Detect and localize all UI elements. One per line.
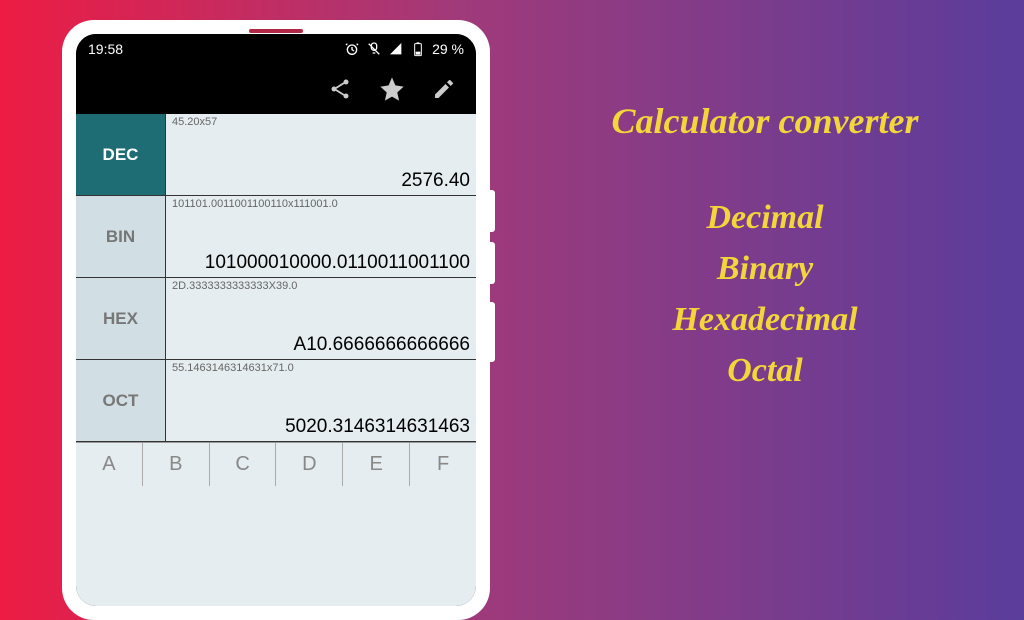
result-text: A10.6666666666666 bbox=[166, 294, 476, 359]
alarm-icon bbox=[344, 41, 360, 57]
promo-item: Octal bbox=[540, 345, 990, 396]
hex-keys-row: ABCDEF bbox=[76, 442, 476, 486]
converter-row: DEC45.20x572576.40 bbox=[76, 114, 476, 196]
phone-speaker bbox=[249, 29, 303, 33]
status-bar: 19:58 29 % bbox=[76, 34, 476, 64]
phone-side-button bbox=[490, 242, 495, 284]
converter-row: HEX2D.3333333333333X39.0A10.666666666666… bbox=[76, 278, 476, 360]
battery-icon bbox=[410, 41, 426, 57]
promo-item: Hexadecimal bbox=[540, 294, 990, 345]
base-label-bin[interactable]: BIN bbox=[76, 196, 166, 277]
status-time: 19:58 bbox=[88, 41, 123, 57]
base-label-oct[interactable]: OCT bbox=[76, 360, 166, 441]
expression-text: 45.20x57 bbox=[166, 114, 476, 130]
promo-text: Calculator converter DecimalBinaryHexade… bbox=[540, 100, 990, 396]
value-cell[interactable]: 2D.3333333333333X39.0A10.6666666666666 bbox=[166, 278, 476, 359]
phone-side-button bbox=[490, 190, 495, 232]
hex-key-b[interactable]: B bbox=[143, 443, 210, 486]
base-label-hex[interactable]: HEX bbox=[76, 278, 166, 359]
promo-title: Calculator converter bbox=[540, 100, 990, 142]
base-label-dec[interactable]: DEC bbox=[76, 114, 166, 195]
expression-text: 55.1463146314631x71.0 bbox=[166, 360, 476, 376]
hex-key-c[interactable]: C bbox=[210, 443, 277, 486]
mute-icon bbox=[366, 41, 382, 57]
converter-content: DEC45.20x572576.40BIN101101.001100110011… bbox=[76, 114, 476, 606]
expression-text: 101101.0011001100110x111001.0 bbox=[166, 196, 476, 212]
share-icon[interactable] bbox=[328, 77, 352, 101]
result-text: 2576.40 bbox=[166, 130, 476, 195]
edit-icon[interactable] bbox=[432, 77, 456, 101]
promo-item: Decimal bbox=[540, 192, 990, 243]
hex-key-f[interactable]: F bbox=[410, 443, 476, 486]
converter-row: BIN101101.0011001100110x111001.010100001… bbox=[76, 196, 476, 278]
result-text: 101000010000.0110011001100 bbox=[166, 212, 476, 277]
promo-item: Binary bbox=[540, 243, 990, 294]
value-cell[interactable]: 101101.0011001100110x111001.010100001000… bbox=[166, 196, 476, 277]
converter-row: OCT55.1463146314631x71.05020.31463146314… bbox=[76, 360, 476, 442]
status-right: 29 % bbox=[344, 41, 464, 57]
phone-frame: 19:58 29 % DEC45.20x572576.40BIN101101.0… bbox=[62, 20, 490, 620]
hex-key-e[interactable]: E bbox=[343, 443, 410, 486]
star-icon[interactable] bbox=[378, 75, 406, 103]
phone-screen: 19:58 29 % DEC45.20x572576.40BIN101101.0… bbox=[76, 34, 476, 606]
expression-text: 2D.3333333333333X39.0 bbox=[166, 278, 476, 294]
status-battery: 29 % bbox=[432, 41, 464, 57]
value-cell[interactable]: 55.1463146314631x71.05020.3146314631463 bbox=[166, 360, 476, 441]
hex-key-d[interactable]: D bbox=[276, 443, 343, 486]
phone-side-button bbox=[490, 302, 495, 362]
result-text: 5020.3146314631463 bbox=[166, 376, 476, 441]
toolbar bbox=[76, 64, 476, 114]
signal-icon bbox=[388, 41, 404, 57]
value-cell[interactable]: 45.20x572576.40 bbox=[166, 114, 476, 195]
hex-key-a[interactable]: A bbox=[76, 443, 143, 486]
